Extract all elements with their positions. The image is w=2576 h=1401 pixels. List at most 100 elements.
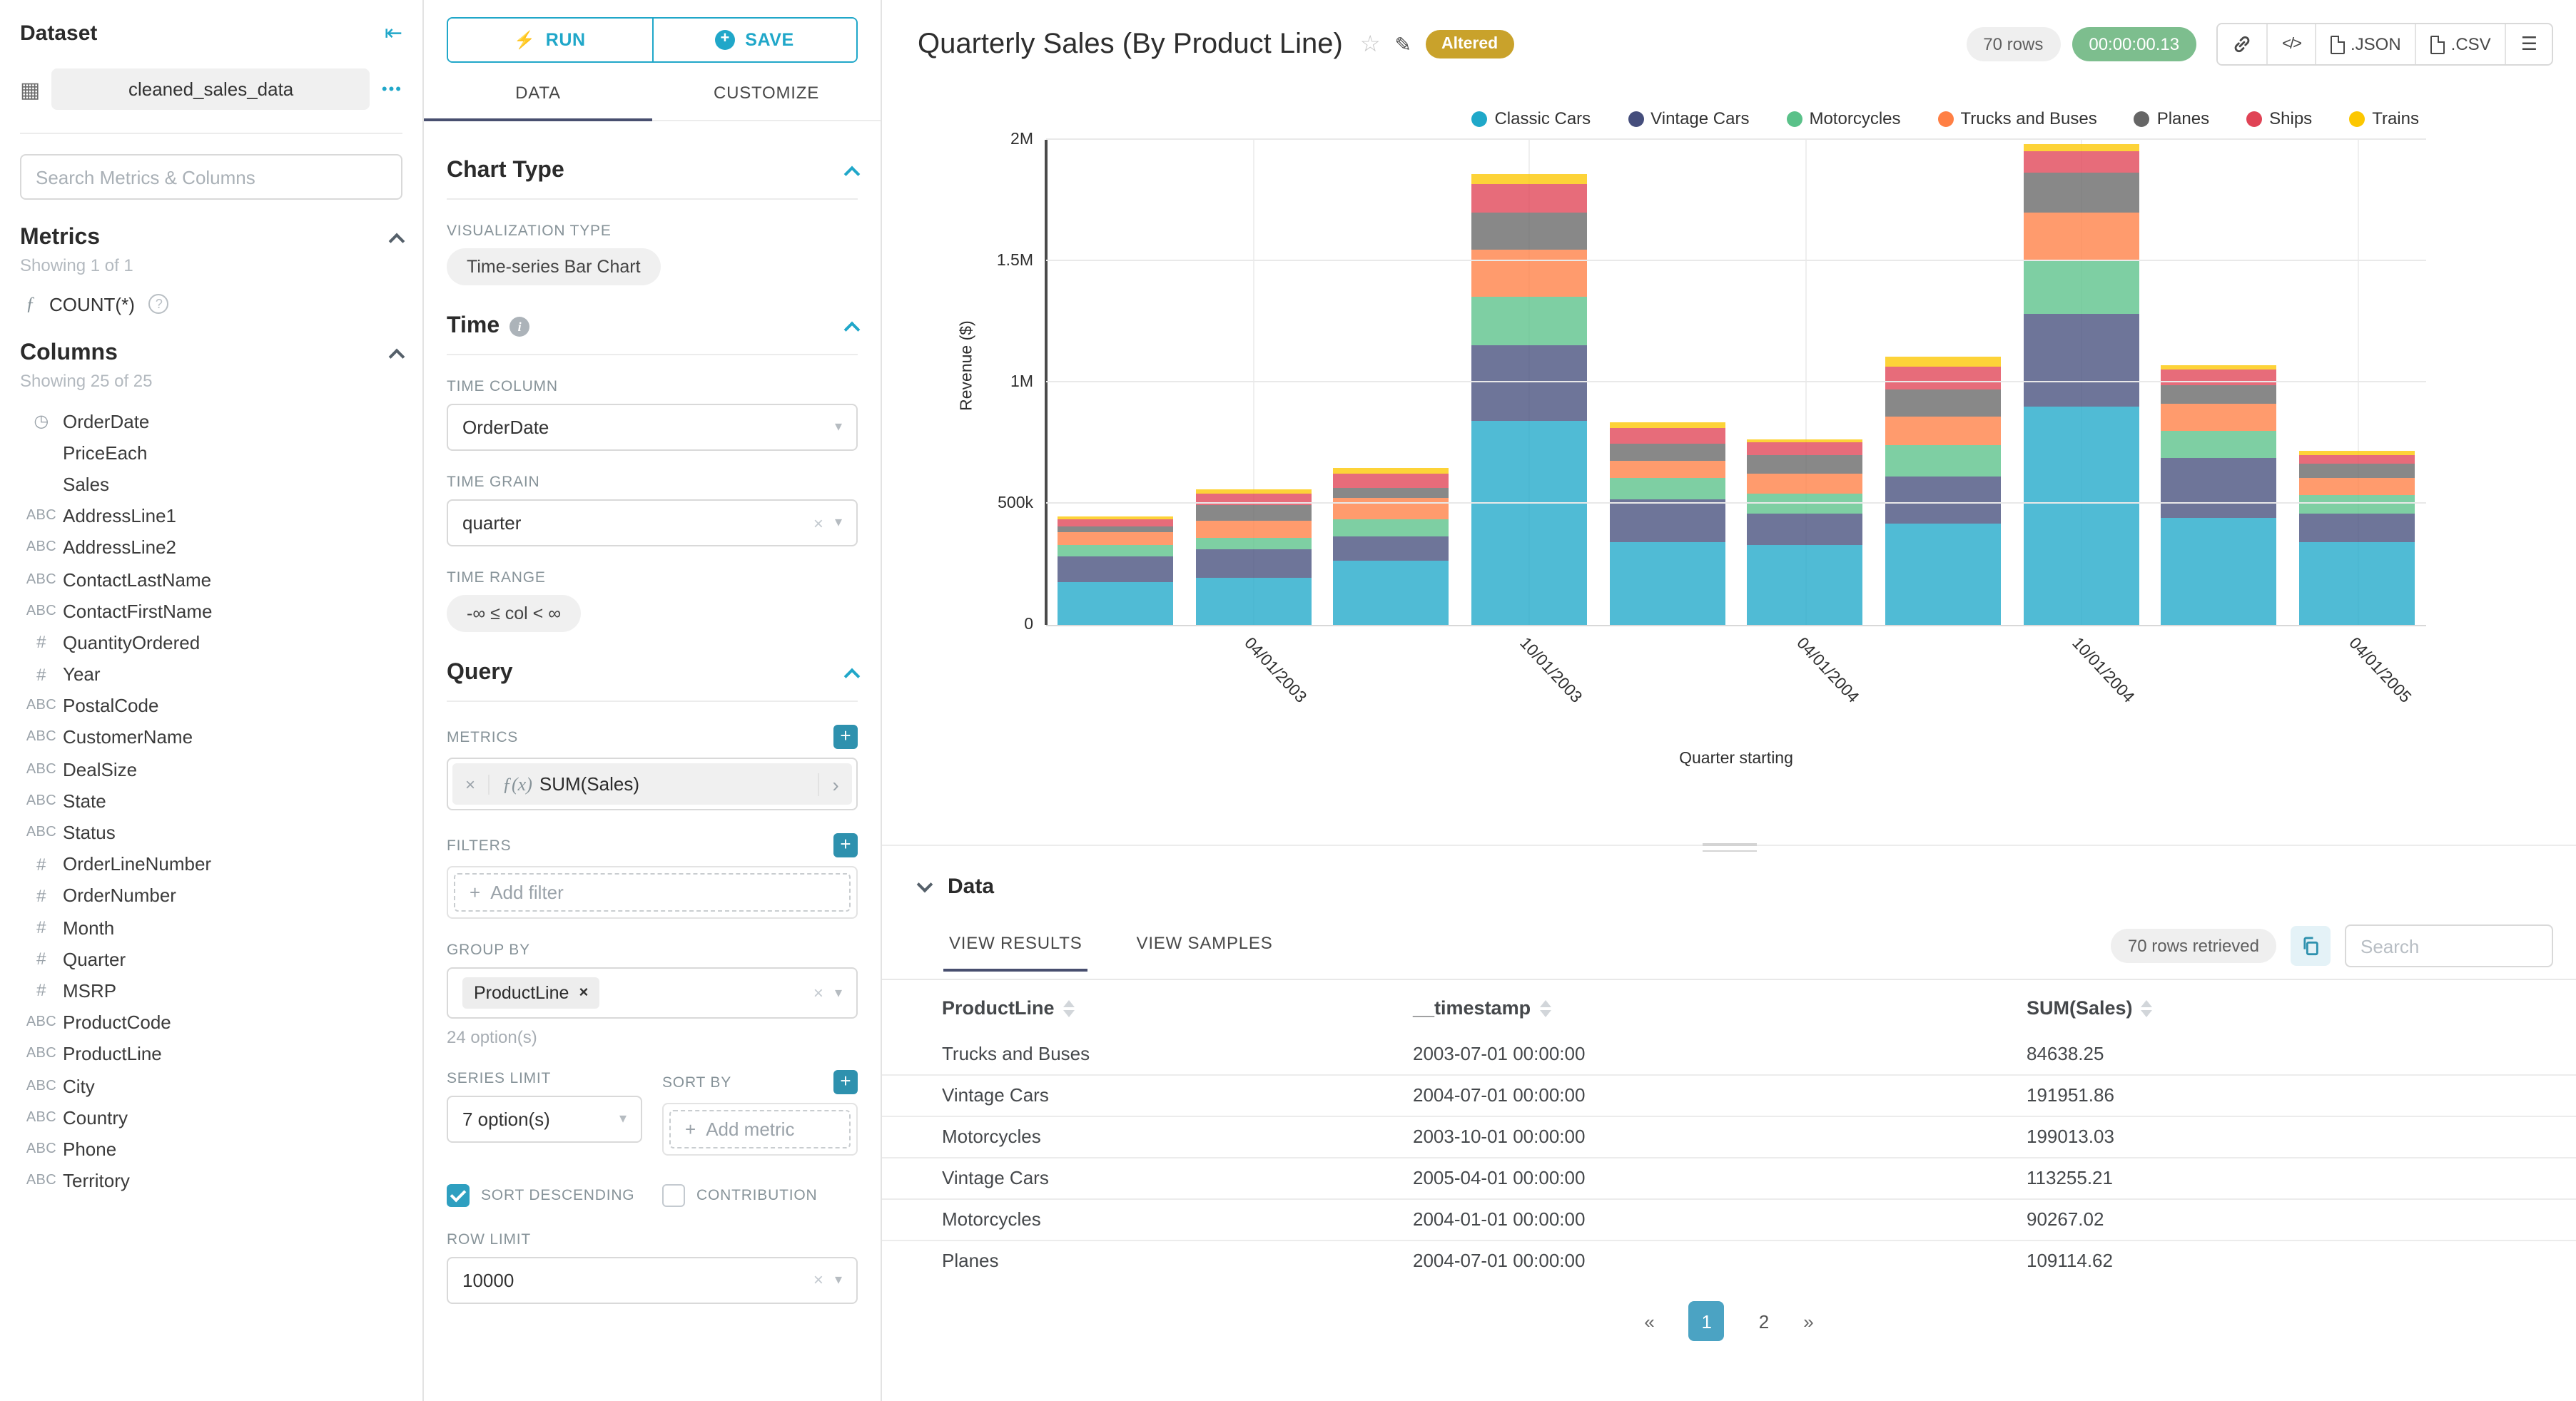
column-item[interactable]: ABC ProductLine	[20, 1039, 402, 1070]
stacked-bar[interactable]	[2023, 143, 2139, 625]
column-item[interactable]: Sales	[20, 469, 402, 500]
sort-icon[interactable]	[1063, 999, 1075, 1017]
contribution-checkbox[interactable]	[662, 1184, 685, 1207]
stacked-bar[interactable]	[2161, 365, 2277, 625]
bar-segment[interactable]	[2023, 172, 2139, 213]
table-column-header[interactable]: __timestamp	[1413, 980, 2027, 1033]
bar-segment[interactable]	[1195, 494, 1312, 506]
bar-segment[interactable]	[1747, 439, 1863, 442]
table-row[interactable]: Vintage Cars 2005-04-01 00:00:00 113255.21	[882, 1156, 2576, 1198]
add-metric-button[interactable]: +	[833, 725, 858, 749]
bar-segment[interactable]	[2023, 143, 2139, 151]
pagination-page[interactable]: 1	[1688, 1301, 1725, 1341]
collapse-panel-icon[interactable]: ⇤	[384, 21, 402, 46]
table-row[interactable]: Motorcycles 2003-10-01 00:00:00 199013.03	[882, 1115, 2576, 1157]
column-item[interactable]: # Month	[20, 912, 402, 943]
bar-segment[interactable]	[2161, 365, 2277, 370]
chevron-up-icon[interactable]	[388, 233, 405, 250]
copy-data-button[interactable]	[2291, 926, 2331, 966]
column-item[interactable]: ABC PostalCode	[20, 690, 402, 721]
bar-segment[interactable]	[1471, 213, 1587, 250]
bar-segment[interactable]	[2161, 404, 2277, 431]
legend-item[interactable]: Ships	[2246, 108, 2312, 128]
chevron-up-icon[interactable]	[388, 348, 405, 365]
tab-customize[interactable]: CUSTOMIZE	[713, 83, 820, 103]
column-item[interactable]: # OrderNumber	[20, 880, 402, 912]
bar-segment[interactable]	[1333, 519, 1449, 536]
bar-segment[interactable]	[1609, 499, 1725, 543]
export-json-button[interactable]: .JSON	[2314, 24, 2415, 64]
bar-segment[interactable]	[1333, 473, 1449, 489]
bar-segment[interactable]	[1747, 473, 1863, 494]
column-item[interactable]: # OrderLineNumber	[20, 848, 402, 880]
bar-segment[interactable]	[2161, 458, 2277, 519]
embed-code-button[interactable]: </>	[2266, 24, 2315, 64]
clear-icon[interactable]: ×	[813, 1270, 823, 1290]
stacked-bar[interactable]	[1885, 356, 2002, 625]
stacked-bar[interactable]	[1057, 516, 1173, 625]
bar-segment[interactable]	[2023, 212, 2139, 260]
bar-segment[interactable]	[1195, 549, 1312, 579]
legend-item[interactable]: Trucks and Buses	[1937, 108, 2097, 128]
column-item[interactable]: ABC AddressLine1	[20, 500, 402, 531]
bar-segment[interactable]	[1885, 416, 2002, 446]
table-column-header[interactable]: SUM(Sales)	[2027, 980, 2576, 1033]
bar-segment[interactable]	[1885, 367, 2002, 389]
add-sort-metric-button[interactable]: +	[833, 1070, 858, 1094]
search-input[interactable]	[36, 166, 387, 188]
edit-title-icon[interactable]: ✎	[1394, 32, 1411, 55]
bar-segment[interactable]	[1333, 536, 1449, 561]
stacked-bar[interactable]	[1333, 467, 1449, 625]
bar-segment[interactable]	[2299, 494, 2415, 514]
stacked-bar[interactable]	[1609, 422, 1725, 625]
bar-segment[interactable]	[1057, 545, 1173, 557]
bar-segment[interactable]	[1471, 183, 1587, 213]
altered-badge[interactable]: Altered	[1425, 30, 1514, 58]
stacked-bar[interactable]	[2299, 450, 2415, 625]
save-button[interactable]: + SAVE	[651, 19, 856, 61]
series-limit-select[interactable]: 7 option(s) ▾	[447, 1096, 642, 1143]
bar-segment[interactable]	[1471, 297, 1587, 346]
clear-icon[interactable]: ×	[813, 513, 823, 533]
bar-segment[interactable]	[1609, 461, 1725, 478]
legend-item[interactable]: Planes	[2134, 108, 2209, 128]
sort-descending-checkbox[interactable]	[447, 1184, 470, 1207]
bar-segment[interactable]	[1747, 544, 1863, 625]
help-icon[interactable]: ?	[148, 294, 169, 314]
bar-segment[interactable]	[1471, 173, 1587, 184]
viz-type-value[interactable]: Time-series Bar Chart	[447, 248, 661, 285]
copy-link-button[interactable]	[2218, 24, 2267, 64]
row-limit-select[interactable]: 10000 × ▾	[447, 1256, 858, 1304]
tab-view-samples[interactable]: VIEW SAMPLES	[1136, 933, 1273, 953]
table-row[interactable]: Vintage Cars 2004-07-01 00:00:00 191951.86	[882, 1074, 2576, 1116]
bar-segment[interactable]	[2161, 384, 2277, 404]
time-range-value[interactable]: -∞ ≤ col < ∞	[447, 595, 582, 632]
legend-item[interactable]: Classic Cars	[1471, 108, 1591, 128]
tab-data[interactable]: DATA	[424, 83, 652, 121]
chevron-down-icon[interactable]	[916, 876, 933, 893]
column-item[interactable]: PriceEach	[20, 437, 402, 468]
run-button[interactable]: ⚡ RUN	[448, 19, 651, 61]
table-row[interactable]: Planes 2004-07-01 00:00:00 109114.62	[882, 1239, 2576, 1281]
bar-segment[interactable]	[1885, 356, 2002, 367]
column-item[interactable]: ABC AddressLine2	[20, 532, 402, 564]
bar-segment[interactable]	[2023, 407, 2139, 625]
bar-segment[interactable]	[1609, 477, 1725, 500]
column-item[interactable]: ABC City	[20, 1070, 402, 1101]
bar-segment[interactable]	[1885, 389, 2002, 416]
column-item[interactable]: ABC ContactLastName	[20, 564, 402, 595]
metric-item[interactable]: ƒ COUNT(*) ?	[20, 292, 402, 315]
bar-segment[interactable]	[1333, 467, 1449, 474]
bar-segment[interactable]	[1885, 523, 2002, 625]
column-item[interactable]: ABC Country	[20, 1101, 402, 1133]
bar-segment[interactable]	[1609, 542, 1725, 625]
results-search-input[interactable]	[2361, 935, 2537, 957]
bar-segment[interactable]	[1333, 488, 1449, 499]
export-csv-button[interactable]: .CSV	[2415, 24, 2505, 64]
group-by-chip[interactable]: ProductLine ×	[462, 977, 600, 1009]
bar-segment[interactable]	[2299, 450, 2415, 455]
column-item[interactable]: # QuantityOrdered	[20, 627, 402, 658]
bar-segment[interactable]	[1057, 532, 1173, 546]
bar-segment[interactable]	[2299, 477, 2415, 495]
bar-segment[interactable]	[1471, 345, 1587, 421]
